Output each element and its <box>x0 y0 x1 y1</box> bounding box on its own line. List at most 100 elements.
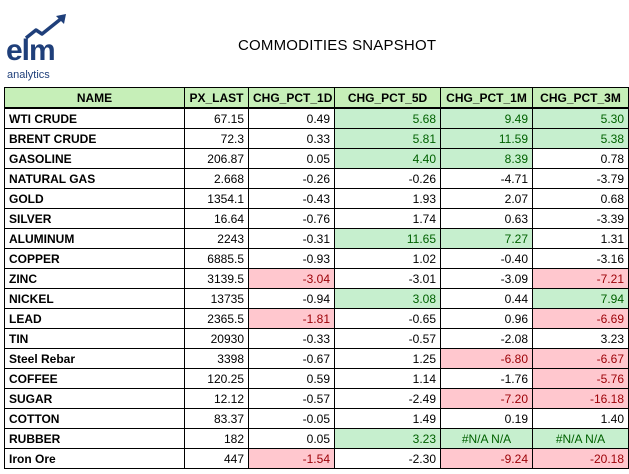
cell-chg-m1: -6.80 <box>440 348 533 369</box>
cell-px-last: 3398 <box>184 348 249 369</box>
cell-px-last: 120.25 <box>184 368 249 389</box>
cell-px-last: 2243 <box>184 228 249 249</box>
table-row[interactable]: LEAD 2365.5 -1.81 -0.65 0.96 -6.69 <box>4 308 629 329</box>
cell-chg-d5: -3.01 <box>334 268 441 289</box>
table-row[interactable]: COPPER 6885.5 -0.93 1.02 -0.40 -3.16 <box>4 248 629 269</box>
table-row[interactable]: COFFEE 120.25 0.59 1.14 -1.76 -5.76 <box>4 368 629 389</box>
cell-px-last: 3139.5 <box>184 268 249 289</box>
table-row[interactable]: WTI CRUDE 67.15 0.49 5.68 9.49 5.30 <box>4 107 629 129</box>
cell-chg-m3: 7.94 <box>532 288 629 309</box>
cell-name: GASOLINE <box>4 148 185 169</box>
cell-chg-m1: -2.08 <box>440 328 533 349</box>
table-row[interactable]: NICKEL 13735 -0.94 3.08 0.44 7.94 <box>4 288 629 309</box>
cell-chg-d5: 5.81 <box>334 128 441 149</box>
cell-px-last: 6885.5 <box>184 248 249 269</box>
cell-chg-d5: 1.02 <box>334 248 441 269</box>
cell-px-last: 72.3 <box>184 128 249 149</box>
cell-px-last: 2365.5 <box>184 308 249 329</box>
cell-name: NICKEL <box>4 288 185 309</box>
cell-chg-d5: 3.08 <box>334 288 441 309</box>
cell-chg-m1: 2.07 <box>440 188 533 209</box>
logo-subtitle: analytics <box>7 69 50 81</box>
cell-chg-m3: 1.40 <box>532 408 629 429</box>
table-row[interactable]: RUBBER 182 0.05 3.23 #N/A N/A #N/A N/A <box>4 428 629 449</box>
column-header-chg-5d[interactable]: CHG_PCT_5D <box>334 87 441 109</box>
cell-chg-m1: 0.44 <box>440 288 533 309</box>
cell-name: GOLD <box>4 188 185 209</box>
table-row[interactable]: ALUMINUM 2243 -0.31 11.65 7.27 1.31 <box>4 228 629 249</box>
cell-px-last: 13735 <box>184 288 249 309</box>
cell-chg-d5: -2.30 <box>334 448 441 469</box>
cell-chg-d1: -0.05 <box>248 408 335 429</box>
column-header-px-last[interactable]: PX_LAST <box>184 87 249 109</box>
cell-chg-m3: #N/A N/A <box>532 428 629 449</box>
column-header-chg-3m[interactable]: CHG_PCT_3M <box>532 87 629 109</box>
cell-chg-m3: -3.39 <box>532 208 629 229</box>
table-row[interactable]: SILVER 16.64 -0.76 1.74 0.63 -3.39 <box>4 208 629 229</box>
cell-name: TIN <box>4 328 185 349</box>
cell-chg-m1: 0.63 <box>440 208 533 229</box>
cell-chg-d5: 3.23 <box>334 428 441 449</box>
cell-chg-d5: 1.93 <box>334 188 441 209</box>
cell-chg-m1: #N/A N/A <box>440 428 533 449</box>
cell-chg-m1: -7.20 <box>440 388 533 409</box>
table-row[interactable]: GOLD 1354.1 -0.43 1.93 2.07 0.68 <box>4 188 629 209</box>
cell-chg-d1: 0.33 <box>248 128 335 149</box>
cell-name: COTTON <box>4 408 185 429</box>
table-row[interactable]: SUGAR 12.12 -0.57 -2.49 -7.20 -16.18 <box>4 388 629 409</box>
cell-name: BRENT CRUDE <box>4 128 185 149</box>
logo-wordmark: elm <box>6 34 56 67</box>
elm-analytics-logo: elm analytics <box>4 14 74 81</box>
table-row[interactable]: Iron Ore 447 -1.54 -2.30 -9.24 -20.18 <box>4 448 629 469</box>
table-row[interactable]: Steel Rebar 3398 -0.67 1.25 -6.80 -6.67 <box>4 348 629 369</box>
cell-chg-m3: -3.79 <box>532 168 629 189</box>
cell-name: Iron Ore <box>4 448 185 469</box>
cell-chg-d1: -3.04 <box>248 268 335 289</box>
commodities-table: NAME PX_LAST CHG_PCT_1D CHG_PCT_5D CHG_P… <box>4 87 629 469</box>
table-row[interactable]: BRENT CRUDE 72.3 0.33 5.81 11.59 5.38 <box>4 128 629 149</box>
cell-px-last: 2.668 <box>184 168 249 189</box>
cell-px-last: 206.87 <box>184 148 249 169</box>
cell-chg-m1: -1.76 <box>440 368 533 389</box>
cell-name: LEAD <box>4 308 185 329</box>
column-header-chg-1d[interactable]: CHG_PCT_1D <box>248 87 335 109</box>
cell-chg-d5: 5.68 <box>334 107 441 129</box>
cell-chg-d1: -0.43 <box>248 188 335 209</box>
cell-name: ZINC <box>4 268 185 289</box>
cell-chg-d5: 4.40 <box>334 148 441 169</box>
table-row[interactable]: COTTON 83.37 -0.05 1.49 0.19 1.40 <box>4 408 629 429</box>
cell-px-last: 67.15 <box>184 107 249 129</box>
cell-chg-d5: 11.65 <box>334 228 441 249</box>
table-row[interactable]: ZINC 3139.5 -3.04 -3.01 -3.09 -7.21 <box>4 268 629 289</box>
cell-chg-d5: -2.49 <box>334 388 441 409</box>
cell-chg-d5: 1.25 <box>334 348 441 369</box>
cell-chg-d1: -1.81 <box>248 308 335 329</box>
cell-chg-m3: 3.23 <box>532 328 629 349</box>
cell-chg-d1: -0.33 <box>248 328 335 349</box>
cell-chg-d5: 1.74 <box>334 208 441 229</box>
column-header-chg-1m[interactable]: CHG_PCT_1M <box>440 87 533 109</box>
rising-chart-arrow-icon <box>24 14 66 40</box>
cell-chg-d1: 0.59 <box>248 368 335 389</box>
table-row[interactable]: NATURAL GAS 2.668 -0.26 -0.26 -4.71 -3.79 <box>4 168 629 189</box>
table-row[interactable]: TIN 20930 -0.33 -0.57 -2.08 3.23 <box>4 328 629 349</box>
cell-chg-d5: -0.26 <box>334 168 441 189</box>
cell-chg-m1: -3.09 <box>440 268 533 289</box>
cell-px-last: 20930 <box>184 328 249 349</box>
cell-chg-m3: 5.38 <box>532 128 629 149</box>
cell-px-last: 16.64 <box>184 208 249 229</box>
cell-chg-m3: -6.69 <box>532 308 629 329</box>
cell-chg-m1: 0.19 <box>440 408 533 429</box>
cell-chg-m3: -5.76 <box>532 368 629 389</box>
page-title: COMMODITIES SNAPSHOT <box>238 37 437 54</box>
cell-chg-m3: -6.67 <box>532 348 629 369</box>
cell-chg-m1: 0.96 <box>440 308 533 329</box>
cell-name: COFFEE <box>4 368 185 389</box>
table-row[interactable]: GASOLINE 206.87 0.05 4.40 8.39 0.78 <box>4 148 629 169</box>
column-header-name[interactable]: NAME <box>4 87 185 109</box>
cell-chg-m3: -20.18 <box>532 448 629 469</box>
cell-chg-d1: -0.67 <box>248 348 335 369</box>
cell-chg-m3: 1.31 <box>532 228 629 249</box>
cell-chg-d1: -0.94 <box>248 288 335 309</box>
